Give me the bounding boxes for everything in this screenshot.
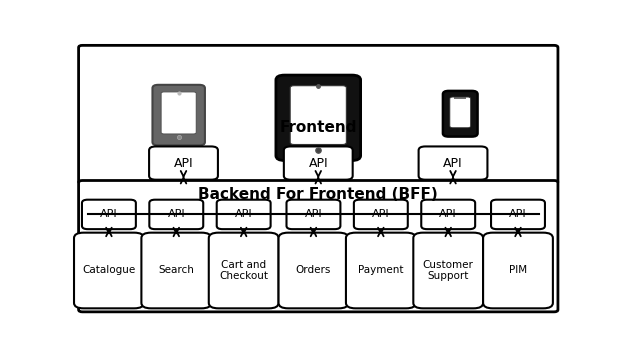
FancyBboxPatch shape bbox=[153, 85, 205, 145]
FancyBboxPatch shape bbox=[209, 233, 279, 308]
FancyBboxPatch shape bbox=[142, 233, 211, 308]
FancyBboxPatch shape bbox=[483, 233, 553, 308]
Text: Payment: Payment bbox=[358, 265, 404, 276]
Text: Frontend: Frontend bbox=[279, 120, 357, 135]
Text: API: API bbox=[305, 210, 322, 219]
Text: API: API bbox=[168, 210, 185, 219]
FancyBboxPatch shape bbox=[450, 97, 471, 128]
FancyBboxPatch shape bbox=[279, 233, 348, 308]
Text: API: API bbox=[509, 210, 527, 219]
Text: API: API bbox=[440, 210, 457, 219]
FancyBboxPatch shape bbox=[149, 200, 203, 229]
FancyBboxPatch shape bbox=[217, 200, 271, 229]
FancyBboxPatch shape bbox=[354, 200, 408, 229]
FancyBboxPatch shape bbox=[149, 146, 218, 180]
Text: API: API bbox=[309, 157, 328, 170]
FancyBboxPatch shape bbox=[419, 146, 487, 180]
FancyBboxPatch shape bbox=[346, 233, 415, 308]
FancyBboxPatch shape bbox=[82, 200, 136, 229]
FancyBboxPatch shape bbox=[161, 92, 196, 134]
Text: Search: Search bbox=[158, 265, 194, 276]
FancyBboxPatch shape bbox=[443, 91, 478, 137]
FancyBboxPatch shape bbox=[286, 200, 340, 229]
Text: API: API bbox=[100, 210, 118, 219]
FancyBboxPatch shape bbox=[421, 200, 475, 229]
FancyBboxPatch shape bbox=[414, 233, 483, 308]
FancyBboxPatch shape bbox=[491, 200, 545, 229]
Text: PIM: PIM bbox=[509, 265, 527, 276]
Text: Customer
Support: Customer Support bbox=[423, 260, 474, 281]
Text: API: API bbox=[174, 157, 193, 170]
FancyBboxPatch shape bbox=[74, 233, 144, 308]
FancyBboxPatch shape bbox=[79, 180, 558, 312]
FancyBboxPatch shape bbox=[290, 86, 347, 145]
Text: API: API bbox=[235, 210, 253, 219]
FancyBboxPatch shape bbox=[284, 146, 353, 180]
Text: Orders: Orders bbox=[296, 265, 331, 276]
FancyBboxPatch shape bbox=[276, 75, 361, 160]
Text: Backend For Frontend (BFF): Backend For Frontend (BFF) bbox=[198, 187, 438, 202]
FancyBboxPatch shape bbox=[79, 45, 558, 184]
Text: Catalogue: Catalogue bbox=[83, 265, 135, 276]
Text: API: API bbox=[443, 157, 463, 170]
Text: API: API bbox=[372, 210, 389, 219]
Text: Cart and
Checkout: Cart and Checkout bbox=[219, 260, 268, 281]
